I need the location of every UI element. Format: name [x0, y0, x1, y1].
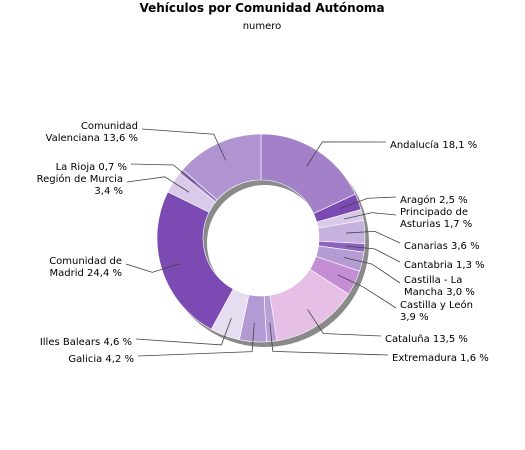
label-andalucia: Andalucía 18,1 % [390, 139, 477, 151]
slice-labels: Andalucía 18,1 % Aragón 2,5 %Principado d… [37, 121, 489, 365]
donut-slices [156, 133, 366, 343]
label-canarias: Canarias 3,6 % [404, 241, 480, 252]
chart-subtitle: numero [243, 21, 282, 32]
leader-line-extremadura [269, 322, 389, 356]
label-cantabria: Cantabria 1,3 % [404, 260, 485, 271]
leader-line-region-de-murcia [126, 176, 190, 193]
leader-line-andalucia [306, 141, 387, 167]
leader-lines [125, 128, 401, 357]
leader-line-castilla-la-mancha [343, 257, 401, 284]
leader-line-la-rioja [130, 163, 196, 184]
label-comunidad-valenciana: Comunidad Valenciana 13,6 % [46, 121, 138, 144]
label-castilla-la-mancha: Castilla - La Mancha 3,0 % [404, 275, 475, 298]
leader-line-comunidad-valenciana [141, 128, 227, 161]
leader-line-castilla-y-leon [337, 274, 397, 309]
label-comunidad-de-madrid: Comunidad de Madrid 24,4 % [49, 256, 122, 279]
label-galicia: Galicia 4,2 % [68, 354, 134, 365]
slice-comunidad-valenciana[interactable] [182, 133, 262, 201]
label-illes-balears: Illes Balears 4,6 % [40, 337, 132, 348]
leader-line-galicia [137, 322, 255, 357]
label-castilla-y-leon: Castilla y León 3,9 % [400, 299, 473, 323]
leader-line-canarias [346, 230, 401, 244]
chart-title: Vehículos por Comunidad Autónoma [139, 1, 384, 15]
label-extremadura: Extremadura 1,6 % [392, 353, 489, 364]
leader-line-principado-de-asturias [344, 212, 397, 220]
leader-line-cataluna [307, 309, 382, 337]
leader-line-cantabria [345, 245, 401, 263]
leader-line-illes-balears [135, 317, 232, 346]
label-la-rioja: La Rioja 0,7 % [56, 162, 127, 173]
slice-comunidad-de-madrid[interactable] [156, 191, 234, 330]
label-aragon: Aragón 2,5 % [400, 194, 468, 206]
leader-line-aragon [340, 196, 397, 209]
leader-line-comunidad-de-madrid [125, 263, 180, 273]
label-region-de-murcia: Región de Murcia 3,4 % [37, 173, 123, 197]
label-cataluna: Cataluña 13,5 % [385, 334, 468, 345]
label-principado-de-asturias: Principado de Asturias 1,7 % [400, 207, 472, 230]
